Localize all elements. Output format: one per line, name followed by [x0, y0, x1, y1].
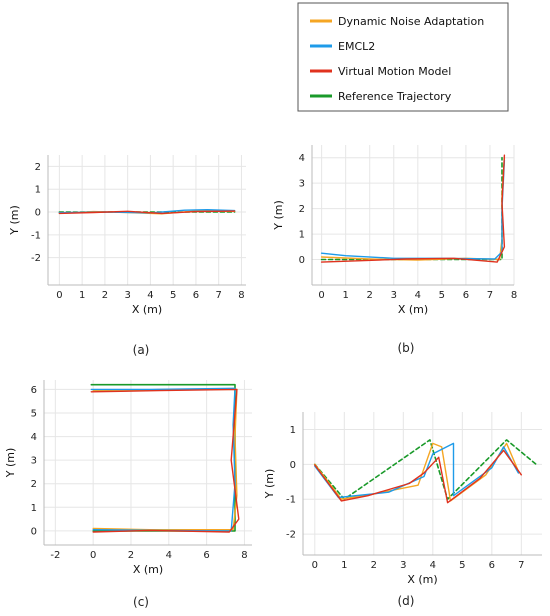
y-tick-label: -2 [286, 530, 296, 541]
plot-area [303, 412, 542, 555]
x-axis-label: X (m) [133, 563, 163, 576]
y-tick-label: 0 [290, 460, 296, 471]
y-tick-label: 4 [299, 153, 305, 164]
x-tick-label: 6 [489, 560, 495, 571]
y-tick-label: 0 [35, 208, 41, 219]
x-axis-label: X (m) [398, 303, 428, 316]
x-tick-label: 2 [371, 560, 377, 571]
x-tick-label: 3 [400, 560, 406, 571]
legend-label-dna: Dynamic Noise Adaptation [338, 15, 484, 28]
y-tick-label: 3 [299, 179, 305, 190]
x-tick-label: 7 [487, 290, 493, 301]
series-line-reference-trajectory [314, 439, 537, 500]
x-tick-label: 3 [124, 290, 130, 301]
subplot-caption: (b) [398, 341, 415, 355]
x-tick-label: 5 [170, 290, 176, 301]
x-tick-label: 3 [391, 290, 397, 301]
x-tick-label: 2 [128, 550, 134, 561]
legend: Dynamic Noise Adaptation EMCL2 Virtual M… [297, 2, 509, 112]
x-tick-label: 5 [459, 560, 465, 571]
y-tick-label: -1 [31, 230, 41, 241]
x-tick-label: 6 [193, 290, 199, 301]
y-tick-label: -1 [286, 495, 296, 506]
x-tick-label: 6 [203, 550, 209, 561]
x-tick-label: 0 [312, 560, 318, 571]
plot-area [44, 380, 252, 545]
x-tick-label: 6 [463, 290, 469, 301]
legend-entry: Reference Trajectory [310, 90, 452, 103]
subplot-caption: (c) [133, 595, 149, 609]
x-tick-label: 1 [341, 560, 347, 571]
x-tick-label: -2 [50, 550, 60, 561]
y-tick-label: 6 [31, 385, 37, 396]
x-tick-label: 8 [511, 290, 517, 301]
subplot-a: 0 1 2 3 4 5 6 7 8 -2 -1 0 1 2 X (m) Y (m) (a) [8, 155, 246, 357]
series-line-virtual-motion-model [58, 210, 236, 215]
legend-entry: Dynamic Noise Adaptation [310, 15, 484, 28]
x-tick-label: 4 [166, 550, 172, 561]
x-axis-label: X (m) [407, 573, 437, 586]
y-axis-label: Y (m) [272, 200, 285, 231]
x-tick-label: 0 [318, 290, 324, 301]
x-tick-label: 8 [238, 290, 244, 301]
legend-label-vmm: Virtual Motion Model [338, 65, 451, 78]
x-tick-label: 2 [367, 290, 373, 301]
subplot-caption: (a) [133, 343, 150, 357]
legend-label-reference: Reference Trajectory [338, 90, 452, 103]
plot-area [48, 155, 246, 285]
y-tick-label: 1 [290, 425, 296, 436]
plot-area [312, 145, 514, 285]
legend-entry: EMCL2 [310, 40, 375, 53]
x-tick-label: 1 [342, 290, 348, 301]
x-tick-label: 4 [430, 560, 436, 571]
x-tick-label: 5 [439, 290, 445, 301]
subplot-caption: (d) [398, 594, 415, 608]
x-tick-label: 4 [147, 290, 153, 301]
legend-entry: Virtual Motion Model [310, 65, 451, 78]
y-tick-label: 1 [31, 503, 37, 514]
series-line-virtual-motion-model [320, 154, 506, 263]
x-tick-label: 8 [241, 550, 247, 561]
y-axis-label: Y (m) [263, 469, 276, 500]
y-axis-label: Y (m) [8, 205, 21, 236]
y-tick-label: -2 [31, 253, 41, 264]
y-tick-label: 3 [31, 456, 37, 467]
subplot-d: 0 1 2 3 4 5 6 7 -2 -1 0 1 X (m) Y (m) (d) [263, 412, 542, 608]
x-tick-label: 1 [79, 290, 85, 301]
x-tick-label: 7 [216, 290, 222, 301]
subplot-b: 0 1 2 3 4 5 6 7 8 0 1 2 3 4 X (m) Y (m) (b) [272, 145, 517, 355]
x-tick-label: 4 [415, 290, 421, 301]
x-tick-label: 0 [90, 550, 96, 561]
x-axis-label: X (m) [132, 303, 162, 316]
legend-label-emcl2: EMCL2 [338, 40, 375, 53]
legend-frame [297, 2, 509, 112]
series-line-virtual-motion-model [314, 449, 522, 504]
x-tick-label: 2 [102, 290, 108, 301]
x-tick-label: 7 [518, 560, 524, 571]
series-line-virtual-motion-model [90, 388, 240, 533]
y-tick-label: 2 [35, 162, 41, 173]
y-tick-label: 4 [31, 432, 37, 443]
subplot-c: -2 0 2 4 6 8 0 1 2 3 4 5 6 X (m) Y (m) (c) [4, 380, 252, 609]
x-tick-label: 0 [56, 290, 62, 301]
y-tick-label: 0 [299, 255, 305, 266]
y-tick-label: 0 [31, 526, 37, 537]
y-tick-label: 5 [31, 409, 37, 420]
y-tick-label: 1 [35, 185, 41, 196]
y-axis-label: Y (m) [4, 448, 17, 479]
y-tick-label: 2 [299, 204, 305, 215]
y-tick-label: 2 [31, 479, 37, 490]
y-tick-label: 1 [299, 230, 305, 241]
